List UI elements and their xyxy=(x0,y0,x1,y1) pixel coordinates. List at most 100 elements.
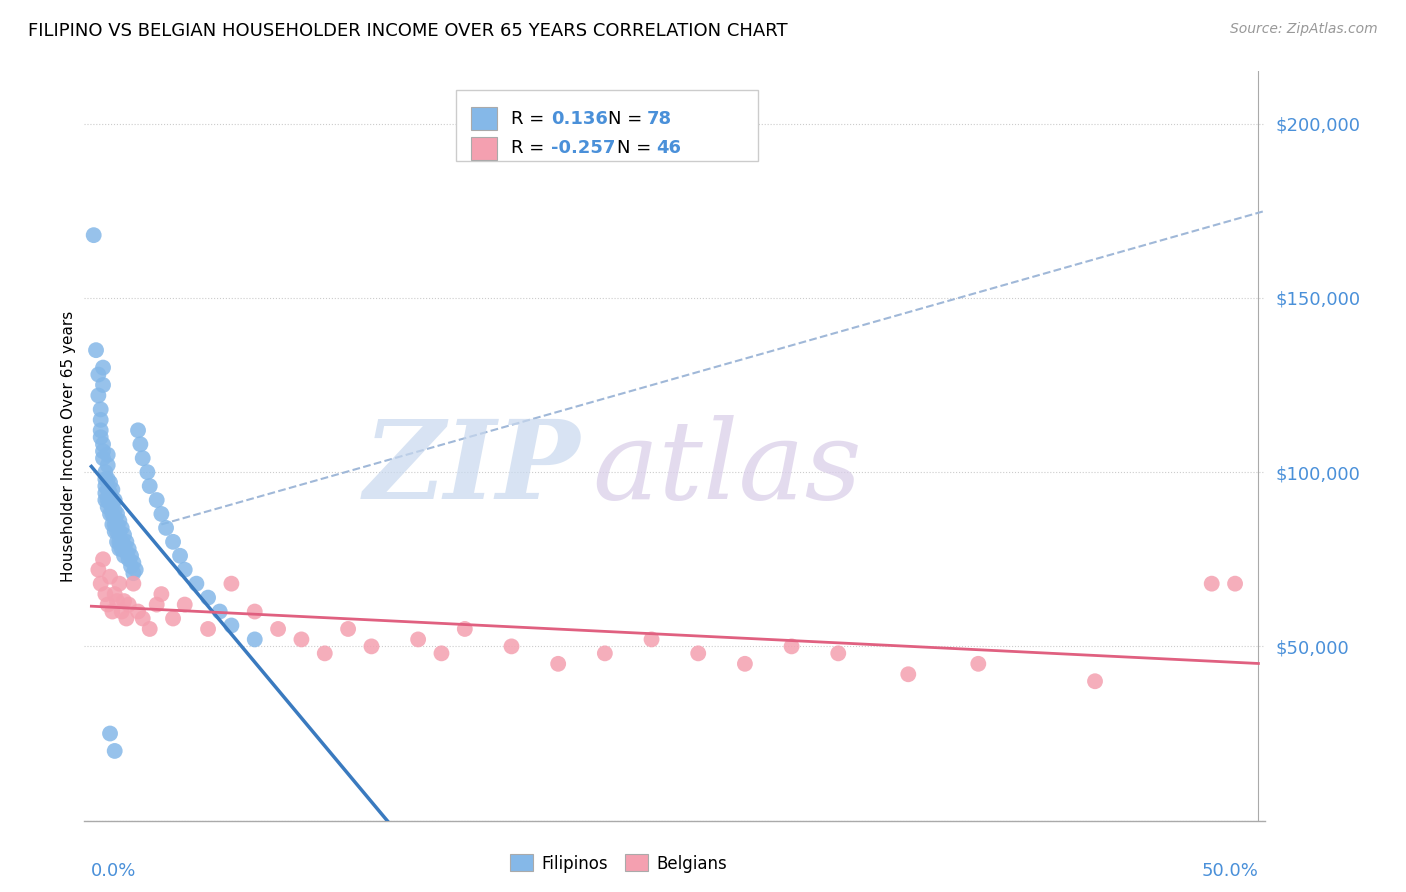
Point xyxy=(780,640,803,654)
Point xyxy=(243,605,266,619)
Point xyxy=(1084,674,1107,689)
Point xyxy=(734,657,756,671)
Point xyxy=(547,657,569,671)
Point xyxy=(132,611,155,625)
Point xyxy=(173,598,195,612)
Text: ZIP: ZIP xyxy=(364,415,581,522)
Point xyxy=(98,486,121,500)
Point xyxy=(94,493,117,508)
Point xyxy=(145,493,167,508)
Point xyxy=(127,423,149,437)
Point xyxy=(115,545,138,559)
Point xyxy=(221,618,243,632)
Point xyxy=(125,563,148,577)
Point xyxy=(112,549,135,563)
Point xyxy=(91,437,114,451)
Point xyxy=(360,640,382,654)
Text: N =: N = xyxy=(617,139,657,158)
Point xyxy=(84,343,107,358)
Point xyxy=(97,448,120,462)
Bar xyxy=(471,107,496,130)
Point xyxy=(120,559,142,574)
Point xyxy=(90,576,112,591)
Point xyxy=(827,646,849,660)
Point xyxy=(111,541,134,556)
Point xyxy=(87,563,110,577)
Point xyxy=(98,496,121,510)
Point xyxy=(108,541,131,556)
Point xyxy=(112,538,135,552)
Text: atlas: atlas xyxy=(592,415,862,522)
Point xyxy=(640,632,662,647)
Text: 50.0%: 50.0% xyxy=(1202,863,1258,880)
Point xyxy=(430,646,453,660)
Point xyxy=(115,611,138,625)
Point xyxy=(87,368,110,382)
Point xyxy=(221,576,243,591)
Text: FILIPINO VS BELGIAN HOUSEHOLDER INCOME OVER 65 YEARS CORRELATION CHART: FILIPINO VS BELGIAN HOUSEHOLDER INCOME O… xyxy=(28,22,787,40)
Point xyxy=(118,598,141,612)
Point xyxy=(104,524,127,539)
Point xyxy=(104,517,127,532)
Point xyxy=(90,413,112,427)
Point xyxy=(105,517,128,532)
Point xyxy=(91,360,114,375)
Point xyxy=(1223,576,1246,591)
Point xyxy=(105,594,128,608)
Point xyxy=(90,402,112,417)
Y-axis label: Householder Income Over 65 years: Householder Income Over 65 years xyxy=(60,310,76,582)
Point xyxy=(101,496,124,510)
Point xyxy=(136,465,159,479)
Point xyxy=(111,605,134,619)
Point xyxy=(101,517,124,532)
Point xyxy=(208,605,231,619)
Bar xyxy=(471,137,496,160)
Point xyxy=(97,493,120,508)
Point xyxy=(129,437,152,451)
Point xyxy=(101,507,124,521)
Point xyxy=(197,591,219,605)
Point xyxy=(406,632,429,647)
Point xyxy=(337,622,360,636)
Point xyxy=(132,451,155,466)
Point xyxy=(91,378,114,392)
Point xyxy=(186,576,208,591)
Point xyxy=(94,486,117,500)
Point xyxy=(243,632,266,647)
Point xyxy=(94,472,117,486)
Point xyxy=(290,632,312,647)
Point xyxy=(108,576,131,591)
Point xyxy=(101,483,124,497)
Point xyxy=(150,507,173,521)
Point xyxy=(120,549,142,563)
Point xyxy=(197,622,219,636)
Point xyxy=(145,598,167,612)
Text: R =: R = xyxy=(510,139,550,158)
Point xyxy=(115,534,138,549)
Text: 78: 78 xyxy=(647,110,672,128)
Point xyxy=(97,500,120,514)
Point xyxy=(108,534,131,549)
Point xyxy=(118,541,141,556)
Point xyxy=(454,622,477,636)
Text: 0.0%: 0.0% xyxy=(91,863,136,880)
Point xyxy=(90,430,112,444)
Point xyxy=(97,598,120,612)
Point xyxy=(98,507,121,521)
Point xyxy=(91,552,114,566)
Point xyxy=(97,458,120,472)
Point xyxy=(162,611,184,625)
FancyBboxPatch shape xyxy=(457,90,758,161)
Point xyxy=(108,514,131,528)
Point xyxy=(91,444,114,458)
Point xyxy=(104,587,127,601)
Text: Source: ZipAtlas.com: Source: ZipAtlas.com xyxy=(1230,22,1378,37)
Point xyxy=(104,510,127,524)
Point xyxy=(104,493,127,508)
Text: 46: 46 xyxy=(657,139,681,158)
Point xyxy=(94,465,117,479)
Point xyxy=(101,605,124,619)
Point xyxy=(127,605,149,619)
Point xyxy=(105,524,128,539)
Text: -0.257: -0.257 xyxy=(551,139,616,158)
